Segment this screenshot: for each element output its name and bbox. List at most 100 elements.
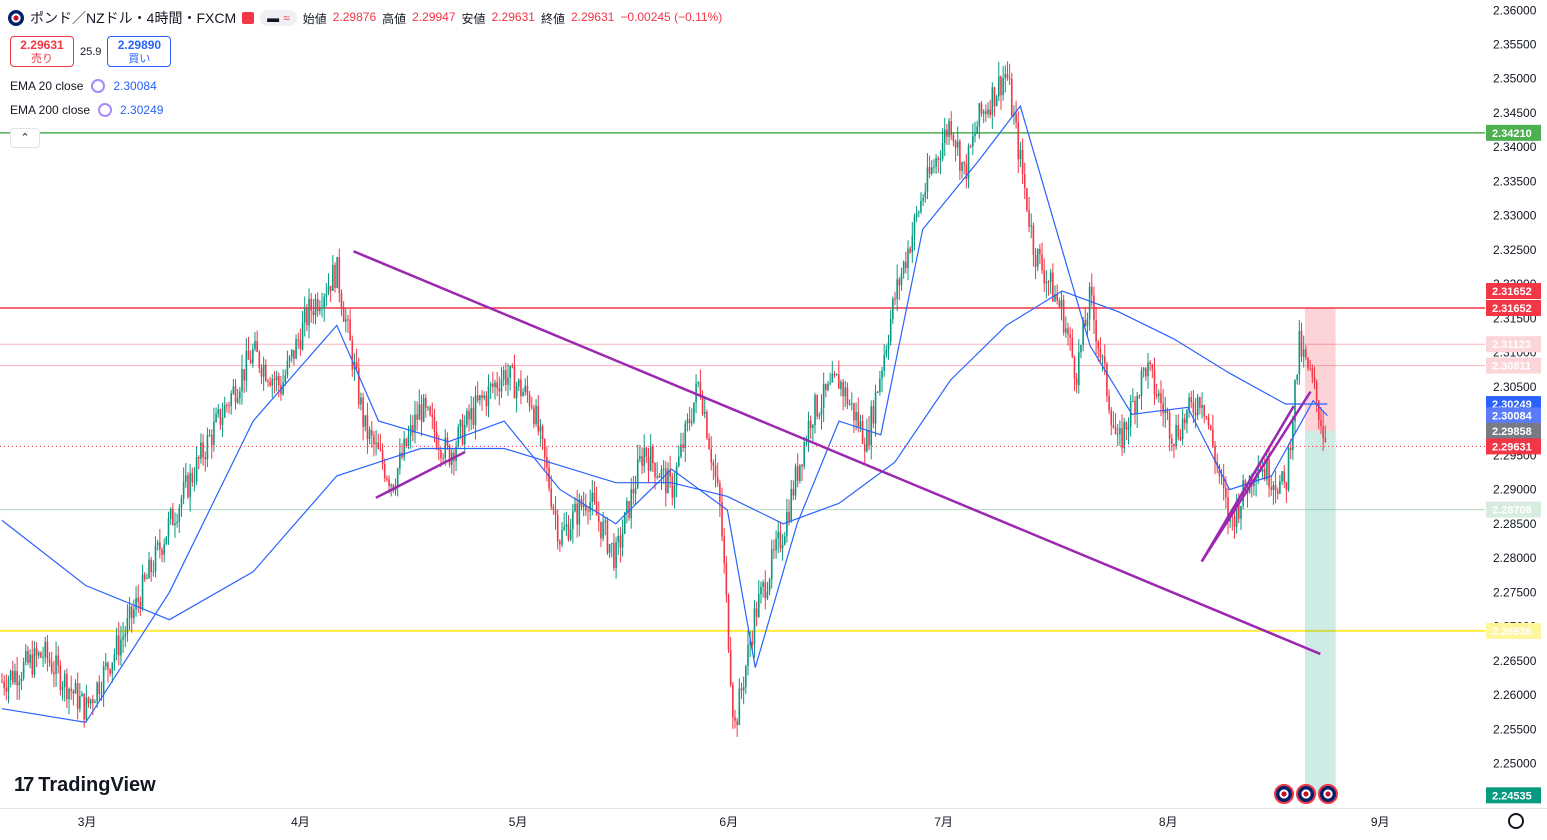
candle-body: [578, 499, 581, 525]
symbol-title[interactable]: ポンド／NZドル・4時間・FXCM: [30, 10, 237, 26]
candle-body: [399, 452, 401, 469]
candle-body: [844, 387, 847, 397]
candle-body: [710, 448, 713, 463]
event-flags[interactable]: [1274, 784, 1338, 804]
chart-mode-pill[interactable]: ▬ ≈: [260, 10, 297, 26]
trend-lines[interactable]: [353, 250, 1321, 656]
stop-zone[interactable]: [1304, 307, 1336, 431]
candle-body: [699, 382, 702, 396]
candle-body: [751, 642, 754, 645]
candle-body: [12, 670, 14, 683]
candle-body: [260, 368, 263, 377]
candle-body: [1067, 328, 1069, 335]
candle-body: [1039, 248, 1041, 255]
candle-body: [1263, 469, 1266, 480]
candle-body: [338, 257, 341, 294]
candle-body: [470, 408, 473, 420]
price-tag: [1486, 299, 1541, 316]
price-tag-label: 2.28708: [1492, 505, 1532, 517]
candle-body: [876, 391, 879, 393]
settings-icon[interactable]: [1508, 813, 1524, 829]
short-position-tool[interactable]: [1304, 307, 1336, 796]
sell-button[interactable]: 2.29631 売り: [10, 36, 74, 67]
gbp-event-icon[interactable]: [1318, 784, 1338, 804]
candle-body: [742, 687, 745, 691]
candle-body: [1281, 471, 1283, 482]
candle-body: [1188, 397, 1190, 411]
candle-body: [1164, 410, 1167, 414]
buy-button[interactable]: 2.29890 買い: [107, 36, 172, 67]
candle-body: [928, 167, 931, 174]
candle-body: [1168, 413, 1171, 439]
trend-line[interactable]: [1200, 405, 1295, 563]
candle-body: [68, 688, 70, 700]
candle-body: [316, 299, 319, 312]
gbp-event-icon[interactable]: [1274, 784, 1294, 804]
price-tag: [1486, 622, 1541, 639]
candle-body: [872, 406, 875, 424]
candle-body: [712, 462, 715, 466]
candle-body: [1220, 474, 1223, 477]
candle-body: [165, 536, 168, 545]
tradingview-logo[interactable]: 17 TradingView: [14, 774, 156, 797]
candle-body: [530, 406, 533, 408]
candle-body: [184, 475, 187, 482]
candle-body: [1110, 410, 1113, 426]
trend-line[interactable]: [375, 450, 466, 499]
close-value: 2.29631: [570, 9, 615, 24]
candle-body: [143, 574, 146, 579]
candle-body: [1199, 397, 1201, 408]
indicator-value: 2.30084: [113, 79, 157, 93]
candle-body: [1134, 400, 1136, 414]
market-status-icon[interactable]: [242, 12, 255, 24]
price-tick-label: 2.33500: [1493, 174, 1537, 188]
candle-body: [1186, 410, 1188, 424]
candle-body: [332, 264, 334, 291]
candle-body: [425, 397, 427, 408]
candle-body: [14, 670, 16, 683]
candle-body: [597, 515, 600, 522]
logo-text: TradingView: [38, 774, 156, 796]
candle-body: [1309, 368, 1311, 370]
time-axis[interactable]: 3月 4月 5月 6月 7月 8月 9月: [0, 808, 1547, 830]
candle-body: [684, 423, 687, 448]
candle-body: [807, 420, 810, 442]
candle-body: [1160, 393, 1162, 404]
candle-body: [275, 376, 278, 381]
candle-body: [249, 359, 252, 364]
target-zone[interactable]: [1304, 430, 1336, 796]
candle-body: [427, 407, 429, 409]
collapse-legend-button[interactable]: ⌃: [10, 128, 40, 148]
candle-body: [859, 421, 862, 427]
candle-body: [567, 524, 570, 540]
candle-body: [706, 411, 708, 439]
candle-body: [1207, 417, 1210, 426]
indicator-name: EMA 20 close: [10, 79, 84, 93]
price-tick-label: 2.25000: [1493, 756, 1537, 770]
candle-body: [537, 405, 540, 432]
candle-body: [182, 481, 185, 499]
candle-body: [130, 606, 133, 619]
candle-body: [801, 464, 803, 467]
candle-body: [997, 76, 1000, 97]
indicator-ema20[interactable]: EMA 20 close 2.30084: [10, 79, 157, 93]
price-tick-label: 2.28500: [1493, 517, 1537, 531]
time-tick-label: 4月: [291, 815, 310, 829]
candle-body: [749, 642, 751, 646]
candle-body: [1097, 341, 1100, 349]
candle-body: [232, 386, 235, 394]
candle-body: [1065, 328, 1067, 333]
indicator-ema200[interactable]: EMA 200 close 2.30249: [10, 103, 163, 117]
time-tick-label: 8月: [1159, 815, 1178, 829]
price-tag: [1486, 501, 1541, 518]
candle-body: [243, 369, 245, 381]
candle-body: [1320, 420, 1322, 427]
candle-body: [498, 388, 501, 392]
trend-line[interactable]: [353, 250, 1321, 656]
candle-body: [883, 355, 885, 371]
gbp-event-icon[interactable]: [1296, 784, 1316, 804]
price-tick-label: 2.27500: [1493, 585, 1537, 599]
candle-body: [1155, 394, 1158, 397]
candle-body: [230, 393, 232, 406]
